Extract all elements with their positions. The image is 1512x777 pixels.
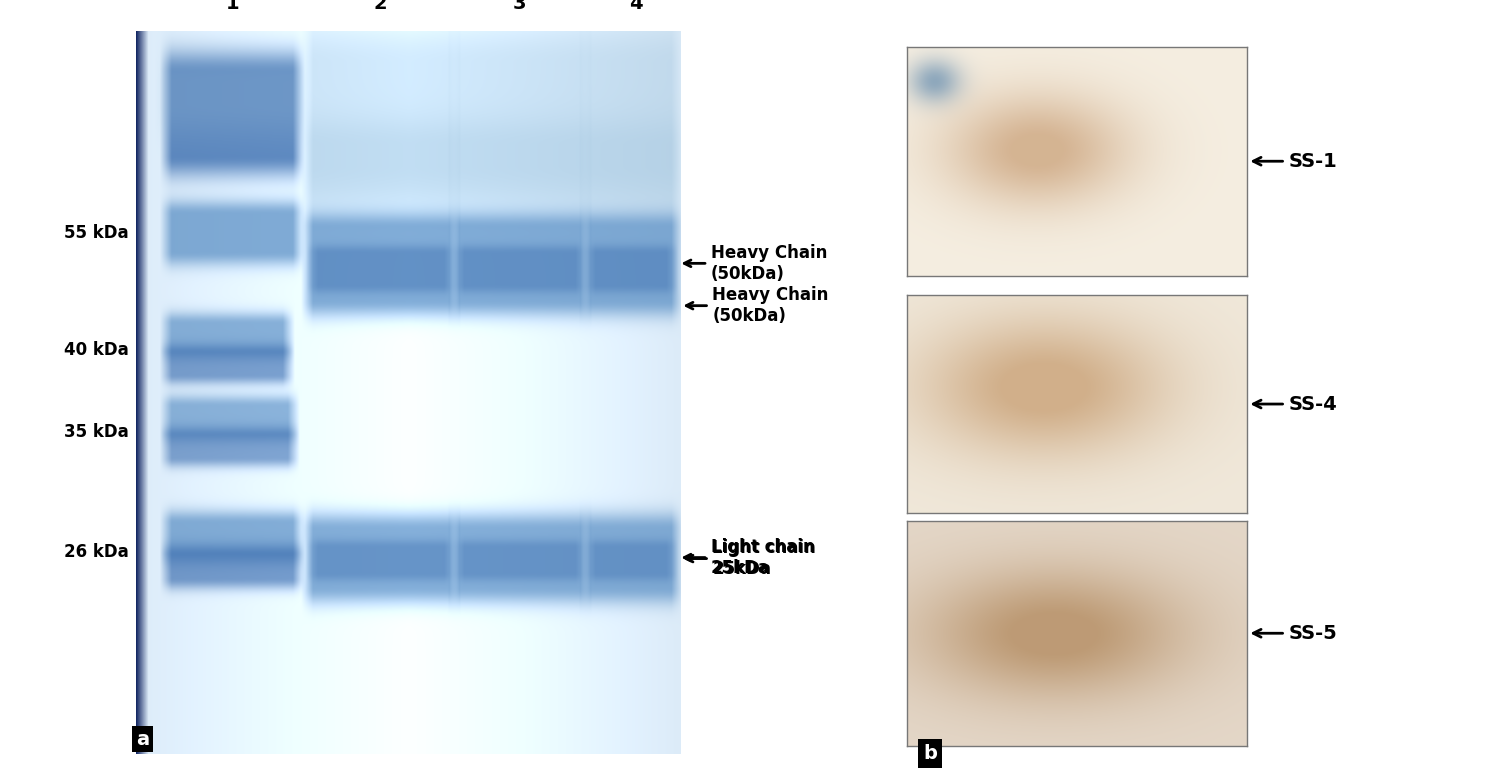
Text: 1: 1 [225,0,239,13]
Text: Heavy Chain
(50kDa): Heavy Chain (50kDa) [685,244,827,283]
Text: 55 kDa: 55 kDa [64,224,129,242]
Text: 4: 4 [629,0,643,13]
Text: SS-5: SS-5 [1253,624,1337,643]
Text: a: a [136,730,150,748]
Text: 3: 3 [513,0,526,13]
Text: SS-4: SS-4 [1253,395,1337,413]
Text: SS-1: SS-1 [1253,152,1337,171]
Text: 2: 2 [373,0,387,13]
Text: b: b [922,744,937,763]
Text: Light chain
25kDa: Light chain 25kDa [686,539,816,578]
Text: 40 kDa: 40 kDa [64,340,129,358]
Text: 35 kDa: 35 kDa [64,423,129,441]
Text: 26 kDa: 26 kDa [64,543,129,561]
Text: Heavy Chain
(50kDa): Heavy Chain (50kDa) [686,286,829,325]
Text: Light chain
25kDa: Light chain 25kDa [685,538,815,577]
